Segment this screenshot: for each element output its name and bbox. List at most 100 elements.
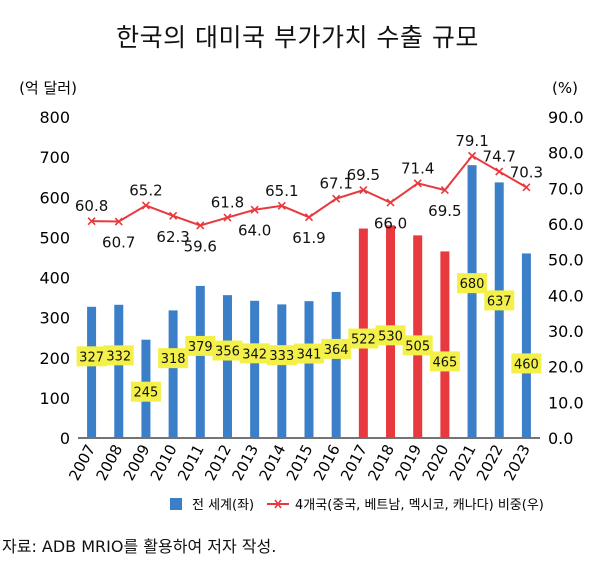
right-tick-label: 70.0 bbox=[548, 179, 584, 198]
line-point-marker bbox=[467, 151, 477, 160]
legend-swatch-bars bbox=[170, 498, 182, 510]
marker-stroke bbox=[332, 194, 341, 203]
x-tick-label: 2015 bbox=[283, 441, 317, 483]
marker-stroke bbox=[386, 198, 395, 207]
bar-value-label: 680 bbox=[460, 277, 485, 292]
bar-value-label: 465 bbox=[432, 355, 457, 370]
line-data-labels: 60.8 60.7 65.2 62.359.6 61.8 64.0 65.1 61.9 67.1… bbox=[75, 132, 543, 256]
bar-label-bg bbox=[375, 325, 406, 346]
line-point-marker bbox=[223, 213, 232, 222]
left-tick-label: 600 bbox=[39, 188, 70, 207]
x-tick-label: 2023 bbox=[500, 441, 534, 483]
left-tick-label: 800 bbox=[39, 108, 70, 127]
x-tick-label: 2017 bbox=[337, 441, 371, 483]
bar bbox=[440, 251, 450, 438]
bar-label-bg bbox=[76, 346, 107, 367]
x-tick-label: 2011 bbox=[174, 441, 208, 483]
line-point-marker bbox=[141, 201, 151, 210]
source-note: 자료: ADB MRIO를 활용하여 저자 작성. bbox=[2, 537, 277, 556]
legend: 전 세계(좌) 4개국(중국, 베트남, 멕시코, 캐나다) 비중(우) bbox=[170, 498, 544, 513]
bar bbox=[195, 285, 205, 438]
bar-value-label: 364 bbox=[324, 343, 349, 358]
bar bbox=[304, 301, 314, 438]
line-value-label: 69.5 bbox=[347, 166, 380, 184]
bar-value-label: 318 bbox=[161, 352, 186, 367]
bar bbox=[114, 304, 124, 438]
bar-label-bg bbox=[294, 343, 324, 364]
left-tick-label: 300 bbox=[39, 309, 70, 328]
legend-label-bars: 전 세계(좌) bbox=[192, 498, 254, 513]
right-tick-label: 10.0 bbox=[548, 393, 584, 412]
bar-value-label: 505 bbox=[405, 339, 430, 354]
marker-stroke bbox=[440, 186, 449, 195]
x-tick-label: 2021 bbox=[446, 441, 480, 483]
line-value-label: 60.7 bbox=[102, 234, 135, 252]
legend-label-line: 4개국(중국, 베트남, 멕시코, 캐나다) 비중(우) bbox=[295, 498, 544, 513]
line-value-label: 62.3 bbox=[156, 228, 189, 246]
line-value-label: 71.4 bbox=[401, 159, 434, 177]
line-point-marker bbox=[495, 167, 504, 176]
bar-label-bg bbox=[457, 273, 488, 294]
bar-label-bg bbox=[130, 381, 161, 402]
line-point-marker bbox=[440, 186, 449, 195]
left-tick-label: 0 bbox=[60, 429, 70, 448]
line-point-marker bbox=[196, 221, 205, 230]
line-point-marker bbox=[114, 217, 123, 226]
line-point-marker bbox=[87, 217, 96, 226]
right-tick-label: 30.0 bbox=[548, 322, 584, 341]
line-value-label: 74.7 bbox=[483, 148, 516, 166]
line-value-label: 70.3 bbox=[510, 163, 543, 181]
bar bbox=[250, 300, 260, 438]
bar-value-label: 460 bbox=[514, 357, 539, 372]
bar-label-bg bbox=[429, 351, 460, 372]
marker-stroke bbox=[495, 167, 504, 176]
bar-label-bg bbox=[348, 328, 379, 349]
bar-value-label: 530 bbox=[378, 329, 403, 344]
line-point-marker bbox=[169, 211, 178, 220]
line-value-label: 67.1 bbox=[319, 175, 352, 193]
x-tick-label: 2010 bbox=[147, 441, 181, 483]
marker-stroke bbox=[141, 201, 151, 210]
left-tick-label: 200 bbox=[39, 349, 70, 368]
line-point-marker bbox=[304, 213, 314, 222]
line-value-label: 59.6 bbox=[184, 237, 217, 255]
x-tick-label: 2019 bbox=[391, 441, 425, 483]
line-value-label: 66.0 bbox=[374, 215, 407, 233]
line-value-label: 60.8 bbox=[75, 197, 108, 215]
left-tick-label: 400 bbox=[39, 269, 70, 288]
right-tick-label: 80.0 bbox=[548, 144, 584, 163]
x-tick-label: 2016 bbox=[310, 441, 344, 483]
chart-title: 한국의 대미국 부가가치 수출 규모 bbox=[116, 23, 479, 52]
bar-label-bg bbox=[212, 340, 243, 361]
left-axis-unit: (억 달러) bbox=[19, 79, 77, 97]
bar bbox=[87, 306, 97, 438]
line-point-marker bbox=[413, 179, 422, 188]
bar-value-label: 522 bbox=[351, 333, 376, 348]
bar-value-label: 379 bbox=[188, 340, 213, 355]
right-tick-label: 50.0 bbox=[548, 251, 584, 270]
x-tick-label: 2013 bbox=[228, 441, 262, 483]
left-tick-label: 100 bbox=[39, 389, 70, 408]
marker-stroke bbox=[196, 221, 205, 230]
bar-label-bg bbox=[511, 353, 542, 374]
legend-marker bbox=[274, 499, 282, 509]
x-tick-label: 2008 bbox=[92, 441, 126, 483]
bar-value-label: 332 bbox=[106, 349, 131, 364]
bar bbox=[222, 295, 232, 438]
x-tick-label: 2020 bbox=[419, 441, 453, 483]
left-tick-label: 500 bbox=[39, 228, 70, 247]
right-tick-label: 0.0 bbox=[548, 429, 573, 448]
line-value-label: 61.9 bbox=[292, 229, 325, 247]
left-tick-label: 700 bbox=[39, 148, 70, 167]
bar-label-bg bbox=[185, 335, 216, 356]
marker-stroke bbox=[522, 183, 531, 192]
bar-value-label: 341 bbox=[297, 348, 322, 363]
right-tick-label: 20.0 bbox=[548, 358, 584, 377]
bar-label-bg bbox=[239, 343, 270, 364]
marker-stroke bbox=[304, 213, 314, 222]
bar-value-label: 342 bbox=[242, 347, 267, 362]
line-series bbox=[87, 151, 531, 230]
bar-label-bg bbox=[266, 345, 297, 366]
